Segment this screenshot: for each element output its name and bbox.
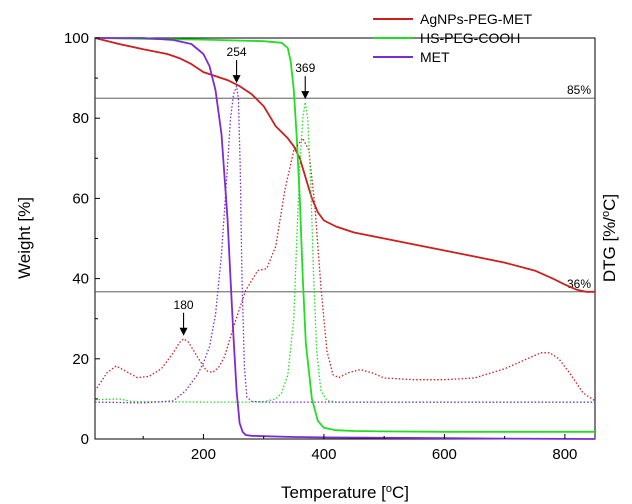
- annotation-arrowhead: [232, 75, 241, 84]
- annotation-label: 254: [227, 45, 247, 59]
- series-line-0: [94, 37, 595, 293]
- y-tick-label: 0: [81, 431, 89, 448]
- annotations: 180 254 369: [174, 45, 316, 336]
- y-tick-label: 80: [72, 110, 89, 127]
- annotation-label: 180: [174, 298, 194, 312]
- series-line-3: [94, 137, 596, 402]
- legend-label: AgNPs-PEG-MET: [420, 11, 532, 27]
- x-tick-label: 800: [552, 446, 577, 463]
- axis-ticks: 200 400 600 800 0 20 40 60 80 100: [64, 30, 577, 463]
- series-line-5: [94, 85, 595, 404]
- y-tick-label: 100: [64, 30, 89, 47]
- legend-label: HS-PEG-COOH: [420, 30, 520, 46]
- y2-axis-title: DTG [%/oC]: [600, 194, 619, 282]
- x-tick-label: 600: [432, 446, 457, 463]
- y-tick-label: 40: [72, 271, 89, 288]
- series-line-2: [95, 37, 596, 440]
- reference-line-label: 36%: [567, 277, 591, 291]
- legend-label: MET: [420, 49, 450, 65]
- legend: AgNPs-PEG-MET HS-PEG-COOH MET: [373, 11, 532, 65]
- series-line-1: [94, 37, 595, 433]
- annotation-label: 369: [295, 61, 315, 75]
- reference-lines: 85% 36%: [95, 83, 595, 293]
- series-line-4: [94, 101, 595, 403]
- series-layer: [94, 37, 596, 440]
- reference-line-label: 85%: [567, 83, 591, 97]
- y-tick-label: 20: [72, 351, 89, 368]
- annotation-arrowhead: [179, 327, 188, 336]
- annotation-arrowhead: [301, 91, 310, 100]
- y-tick-label: 60: [72, 190, 89, 207]
- x-tick-label: 200: [191, 446, 216, 463]
- y-axis-title: Weight [%]: [15, 197, 34, 279]
- x-axis-title: Temperature [oC]: [281, 483, 409, 502]
- x-tick-label: 400: [311, 446, 336, 463]
